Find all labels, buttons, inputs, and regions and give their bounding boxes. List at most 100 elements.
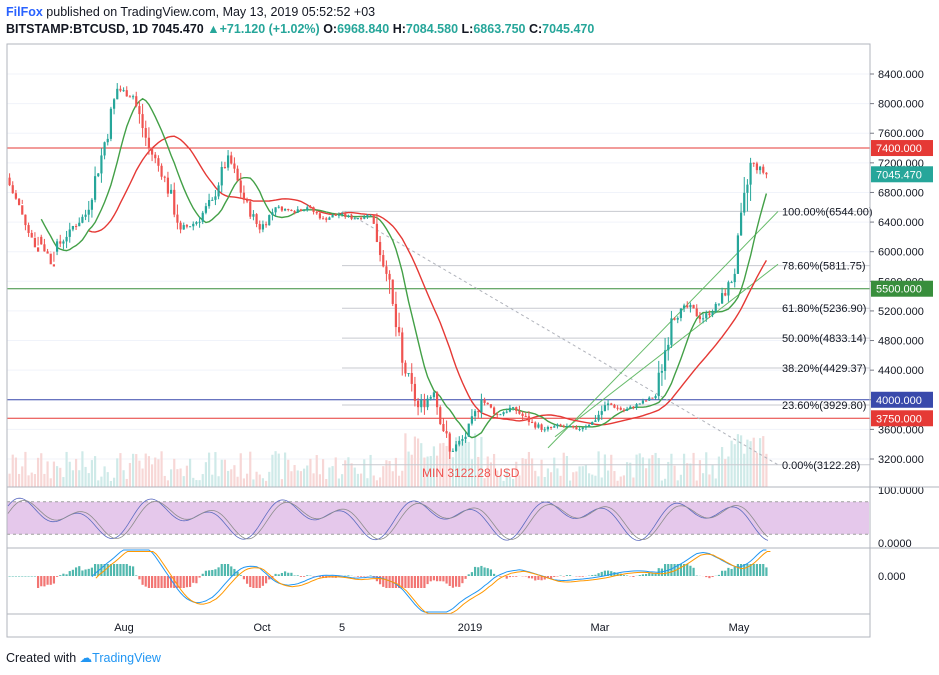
candle-body [451,450,455,452]
fib-level-label: 100.00%(6544.00) [782,206,873,218]
volume-bar [518,475,521,487]
macd-histogram-bar [711,576,714,578]
candle-body [572,425,575,428]
volume-bar [625,462,629,487]
candle-body [359,218,363,220]
candle-body [233,163,236,169]
candle-body [122,90,125,92]
candle-body [733,273,736,283]
candle-body [546,426,550,430]
macd-histogram-bar [654,573,657,576]
candle-body [749,162,752,185]
macd-histogram-bar [565,575,569,576]
volume-bar [670,453,673,487]
macd-histogram-bar [68,571,71,576]
candle-body [344,213,347,217]
price-tick-label: 3200.000 [878,454,924,466]
macd-histogram-bar [21,576,24,577]
candle-body [11,185,14,194]
macd-histogram-bar [277,574,280,576]
macd-histogram-bar [423,576,426,588]
volume-bar [334,457,337,487]
macd-histogram-bar [261,576,265,586]
candle-body [578,429,581,431]
candle-body [264,224,268,226]
macd-histogram-bar [141,576,144,585]
macd-histogram-bar [217,567,220,576]
price-tag-label: 7045.470 [876,169,922,181]
macd-histogram-bar [692,567,695,576]
macd-histogram-bar [147,576,151,588]
macd-histogram-bar [109,564,113,576]
candle-body [473,411,477,417]
macd-histogram-bar [717,574,721,576]
macd-histogram-bar [33,576,37,577]
volume-bar [565,456,569,487]
candle-body [765,172,768,175]
candle-body [562,425,565,427]
candle-body [543,429,546,431]
volume-bar [87,473,90,487]
low-label: L: [461,22,474,36]
candle-body [226,155,230,168]
volume-bar [356,473,360,487]
candle-body [736,235,740,274]
volume-bar [505,468,508,487]
candle-body [306,207,309,211]
price-tag [871,410,933,427]
candle-body [204,206,208,213]
candle-body [138,106,141,115]
volume-bar [454,437,458,487]
macd-histogram-bar [578,576,581,577]
volume-bar [435,455,439,487]
low-value: 6863.750 [473,22,526,36]
macd-histogram-bar [24,576,27,577]
candle-body [14,193,18,199]
candle-body [81,216,84,223]
high-value: 7084.580 [405,22,459,36]
candle-body [68,229,71,237]
volume-bar [318,474,322,487]
volume-bar [638,453,641,487]
candle-body [201,212,204,222]
candle-body [660,370,664,373]
time-tick-label: Aug [114,622,134,634]
volume-bar [705,452,708,487]
volume-bar [78,470,81,487]
macd-histogram-bar [651,573,654,576]
volume-bar [407,451,410,487]
price-tick-label: 5200.000 [878,306,924,318]
volume-bar [486,456,489,487]
tradingview-brand[interactable]: TradingView [92,651,161,665]
volume-bar [192,477,195,487]
volume-bar [122,470,125,487]
volume-bar [470,459,474,487]
macd-histogram-bar [397,576,401,588]
candle-body [217,185,220,197]
author-name[interactable]: FilFox [6,5,43,19]
volume-bar [81,451,84,487]
volume-bar [587,473,591,487]
macd-histogram-bar [439,576,442,582]
price-tick-label: 8000.000 [878,99,924,111]
candle-body [442,424,445,432]
volume-bar [682,453,686,487]
candle-body [746,184,749,193]
candle-body [90,199,94,210]
candle-body [416,400,420,408]
tradingview-logo-icon[interactable]: ☁ [79,651,93,665]
macd-histogram-bar [302,576,306,577]
volume-bar [619,476,622,487]
volume-bar [24,451,27,487]
volume-bar [692,452,695,487]
volume-bar [496,470,499,487]
fib-level-label: 61.80%(5236.90) [782,303,866,315]
macd-histogram-bar [306,575,309,576]
macd-histogram-bar [454,576,458,587]
volume-bar [540,459,543,487]
volume-bar [220,459,223,487]
macd-histogram-bar [163,576,166,588]
volume-bar [84,466,87,487]
volume-bar [128,462,132,487]
